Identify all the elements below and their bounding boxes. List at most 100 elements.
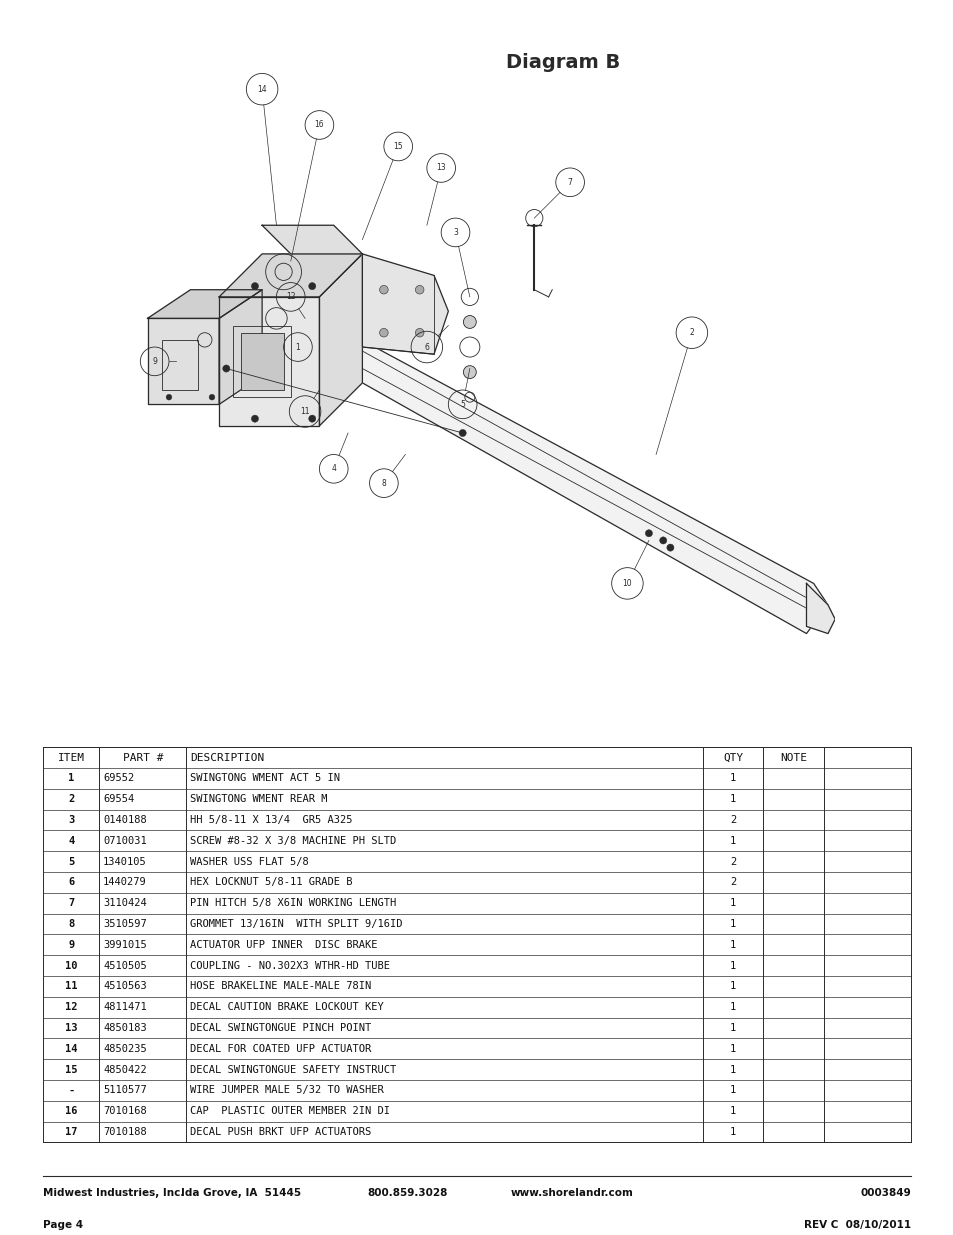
Text: -: -	[68, 1086, 74, 1095]
Text: 15: 15	[393, 142, 402, 151]
Polygon shape	[805, 583, 834, 634]
Text: 7: 7	[68, 898, 74, 908]
Text: 12: 12	[65, 1002, 77, 1013]
Polygon shape	[262, 225, 362, 254]
Text: 1: 1	[729, 1002, 736, 1013]
Text: 4: 4	[331, 464, 335, 473]
Text: HEX LOCKNUT 5/8-11 GRADE B: HEX LOCKNUT 5/8-11 GRADE B	[190, 877, 352, 888]
Bar	[233, 326, 291, 398]
Text: DECAL PUSH BRKT UFP ACTUATORS: DECAL PUSH BRKT UFP ACTUATORS	[190, 1128, 371, 1137]
Text: 16: 16	[314, 121, 324, 130]
Text: Diagram B: Diagram B	[505, 53, 619, 73]
Text: 2: 2	[689, 329, 694, 337]
Text: DECAL CAUTION BRAKE LOCKOUT KEY: DECAL CAUTION BRAKE LOCKOUT KEY	[190, 1002, 383, 1013]
Text: 1: 1	[729, 940, 736, 950]
Text: 1: 1	[729, 1128, 736, 1137]
Text: 1440279: 1440279	[103, 877, 147, 888]
Circle shape	[379, 329, 388, 337]
Text: 14: 14	[65, 1044, 77, 1053]
Polygon shape	[148, 319, 219, 404]
Text: 0140188: 0140188	[103, 815, 147, 825]
Text: DESCRIPTION: DESCRIPTION	[190, 752, 264, 762]
Text: 5110577: 5110577	[103, 1086, 147, 1095]
Text: 1: 1	[68, 773, 74, 783]
Circle shape	[659, 537, 666, 543]
Text: 69552: 69552	[103, 773, 134, 783]
Text: NOTE: NOTE	[780, 752, 806, 762]
Text: 5: 5	[459, 400, 465, 409]
Circle shape	[379, 285, 388, 294]
Circle shape	[666, 543, 673, 551]
Text: 10: 10	[622, 579, 632, 588]
Text: 1: 1	[729, 919, 736, 929]
Text: HOSE BRAKELINE MALE-MALE 78IN: HOSE BRAKELINE MALE-MALE 78IN	[190, 982, 371, 992]
Text: 69554: 69554	[103, 794, 134, 804]
Text: SCREW #8-32 X 3/8 MACHINE PH SLTD: SCREW #8-32 X 3/8 MACHINE PH SLTD	[190, 836, 395, 846]
Text: 1: 1	[729, 794, 736, 804]
Text: 1: 1	[729, 982, 736, 992]
Circle shape	[309, 283, 315, 290]
Circle shape	[415, 285, 423, 294]
Text: 13: 13	[65, 1023, 77, 1032]
Circle shape	[251, 283, 258, 290]
Circle shape	[222, 366, 230, 372]
Text: PIN HITCH 5/8 X6IN WORKING LENGTH: PIN HITCH 5/8 X6IN WORKING LENGTH	[190, 898, 395, 908]
Text: 2: 2	[729, 877, 736, 888]
Text: 14: 14	[257, 85, 267, 94]
Circle shape	[644, 530, 652, 537]
Text: 7010168: 7010168	[103, 1107, 147, 1116]
Polygon shape	[219, 290, 262, 404]
Bar	[240, 332, 283, 390]
Text: QTY: QTY	[722, 752, 742, 762]
Text: Page 4: Page 4	[43, 1220, 83, 1230]
Text: 1: 1	[729, 1044, 736, 1053]
Text: 11: 11	[65, 982, 77, 992]
Text: HH 5/8-11 X 13/4  GR5 A325: HH 5/8-11 X 13/4 GR5 A325	[190, 815, 352, 825]
Text: SWINGTONG WMENT REAR M: SWINGTONG WMENT REAR M	[190, 794, 327, 804]
Text: 13: 13	[436, 163, 446, 173]
Text: 1340105: 1340105	[103, 857, 147, 867]
Text: 15: 15	[65, 1065, 77, 1074]
Text: 8: 8	[381, 479, 386, 488]
Text: DECAL SWINGTONGUE PINCH POINT: DECAL SWINGTONGUE PINCH POINT	[190, 1023, 371, 1032]
Text: 9: 9	[68, 940, 74, 950]
Text: 800.859.3028: 800.859.3028	[367, 1188, 447, 1198]
Text: 6: 6	[424, 342, 429, 352]
Text: 4510505: 4510505	[103, 961, 147, 971]
Text: PART #: PART #	[122, 752, 163, 762]
Text: www.shorelandr.com: www.shorelandr.com	[510, 1188, 633, 1198]
Text: WASHER USS FLAT 5/8: WASHER USS FLAT 5/8	[190, 857, 309, 867]
Text: 2: 2	[729, 815, 736, 825]
Circle shape	[166, 394, 172, 400]
Polygon shape	[219, 296, 319, 426]
Text: 12: 12	[286, 293, 295, 301]
Text: 1: 1	[729, 961, 736, 971]
Polygon shape	[219, 254, 362, 296]
Text: 1: 1	[729, 1086, 736, 1095]
Text: 0003849: 0003849	[860, 1188, 910, 1198]
Text: 1: 1	[729, 1107, 736, 1116]
Text: 1: 1	[729, 773, 736, 783]
Text: ITEM: ITEM	[57, 752, 85, 762]
Text: WIRE JUMPER MALE 5/32 TO WASHER: WIRE JUMPER MALE 5/32 TO WASHER	[190, 1086, 383, 1095]
Polygon shape	[148, 290, 262, 319]
Text: 17: 17	[65, 1128, 77, 1137]
Text: 1: 1	[295, 342, 300, 352]
Circle shape	[309, 415, 315, 422]
Text: GROMMET 13/16IN  WITH SPLIT 9/16ID: GROMMET 13/16IN WITH SPLIT 9/16ID	[190, 919, 402, 929]
Text: 10: 10	[65, 961, 77, 971]
Text: SWINGTONG WMENT ACT 5 IN: SWINGTONG WMENT ACT 5 IN	[190, 773, 339, 783]
Text: Midwest Industries, Inc.: Midwest Industries, Inc.	[43, 1188, 184, 1198]
Text: 3110424: 3110424	[103, 898, 147, 908]
Text: DECAL FOR COATED UFP ACTUATOR: DECAL FOR COATED UFP ACTUATOR	[190, 1044, 371, 1053]
Polygon shape	[362, 254, 448, 354]
Polygon shape	[348, 332, 827, 634]
Text: ACTUATOR UFP INNER  DISC BRAKE: ACTUATOR UFP INNER DISC BRAKE	[190, 940, 377, 950]
Circle shape	[463, 366, 476, 379]
Text: 5: 5	[68, 857, 74, 867]
Text: 1: 1	[729, 1065, 736, 1074]
Text: 4850422: 4850422	[103, 1065, 147, 1074]
Text: 3510597: 3510597	[103, 919, 147, 929]
Text: 2: 2	[68, 794, 74, 804]
Text: Ida Grove, IA  51445: Ida Grove, IA 51445	[181, 1188, 301, 1198]
